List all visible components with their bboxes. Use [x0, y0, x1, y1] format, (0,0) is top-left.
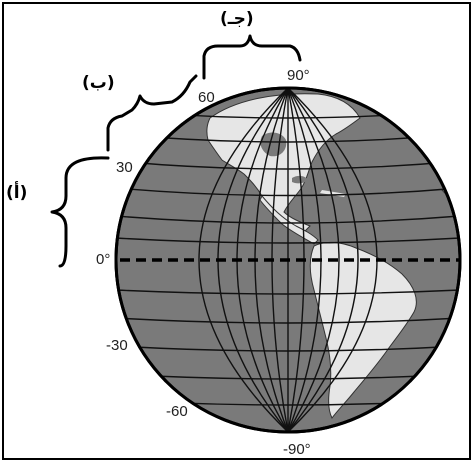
bracket-c [202, 34, 302, 80]
south-america-landmass [309, 241, 417, 419]
north-america-landmass [206, 93, 361, 233]
longitude-lines [198, 88, 378, 432]
bracket-b [106, 74, 198, 152]
label-lat-60s: -60 [166, 403, 188, 420]
label-lat-30s: -30 [106, 337, 128, 354]
label-lat-30n: 30 [116, 159, 133, 176]
bracket-label-a: (أ) [6, 181, 27, 203]
longitude-line [287, 88, 340, 432]
longitude-line [198, 88, 289, 432]
label-lat-60n: 60 [198, 89, 215, 106]
label-lat-90n: 90° [287, 67, 310, 84]
label-lat-90s: -90° [283, 441, 311, 458]
bracket-a [50, 156, 110, 268]
bracket-label-c: (جـ) [220, 9, 254, 29]
longitude-line [287, 88, 359, 432]
label-equator: 0° [96, 251, 110, 268]
bracket-label-b: (ب) [82, 73, 115, 93]
